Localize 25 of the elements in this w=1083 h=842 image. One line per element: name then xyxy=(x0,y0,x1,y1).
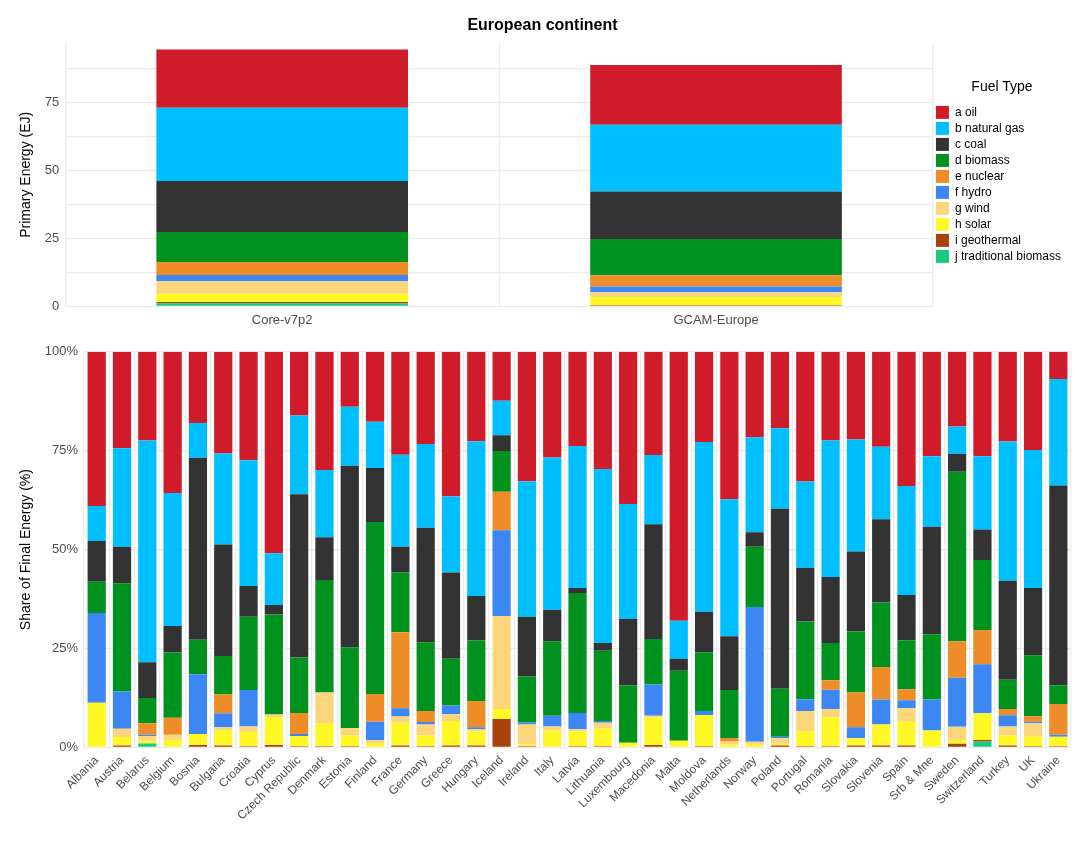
legend-label: b natural gas xyxy=(954,120,1025,135)
y-tick-label: 50% xyxy=(52,541,79,557)
legend-label: i geothermal xyxy=(954,232,1021,247)
y-axis-title: Primary Energy (EJ) xyxy=(17,111,34,238)
legend-label: d biomass xyxy=(954,152,1010,167)
y-axis-title: Share of Final Energy (%) xyxy=(17,469,34,631)
y-tick-label: 25% xyxy=(52,640,79,656)
y-tick-label: 100% xyxy=(44,343,79,359)
legend-label: g wind xyxy=(954,200,990,215)
legend-label: j traditional biomass xyxy=(953,248,1062,263)
y-tick-label: 50 xyxy=(44,162,60,178)
legend-label: c coal xyxy=(954,136,987,151)
chart-title: European continent xyxy=(467,16,619,34)
y-tick-label: 0% xyxy=(59,738,79,754)
legend-label: h solar xyxy=(954,216,991,231)
y-tick-label: 0 xyxy=(52,297,60,313)
legend-label: f hydro xyxy=(954,184,992,199)
y-tick-label: 75 xyxy=(44,94,60,110)
x-tick-label: GCAM-Europe xyxy=(673,311,759,327)
y-tick-label: 25 xyxy=(44,230,60,246)
legend-label: e nuclear xyxy=(954,168,1005,183)
x-tick-label: Core-v7p2 xyxy=(251,311,313,327)
legend-title: Fuel Type xyxy=(971,77,1033,94)
y-tick-label: 75% xyxy=(52,442,79,458)
legend-label: a oil xyxy=(954,104,977,119)
